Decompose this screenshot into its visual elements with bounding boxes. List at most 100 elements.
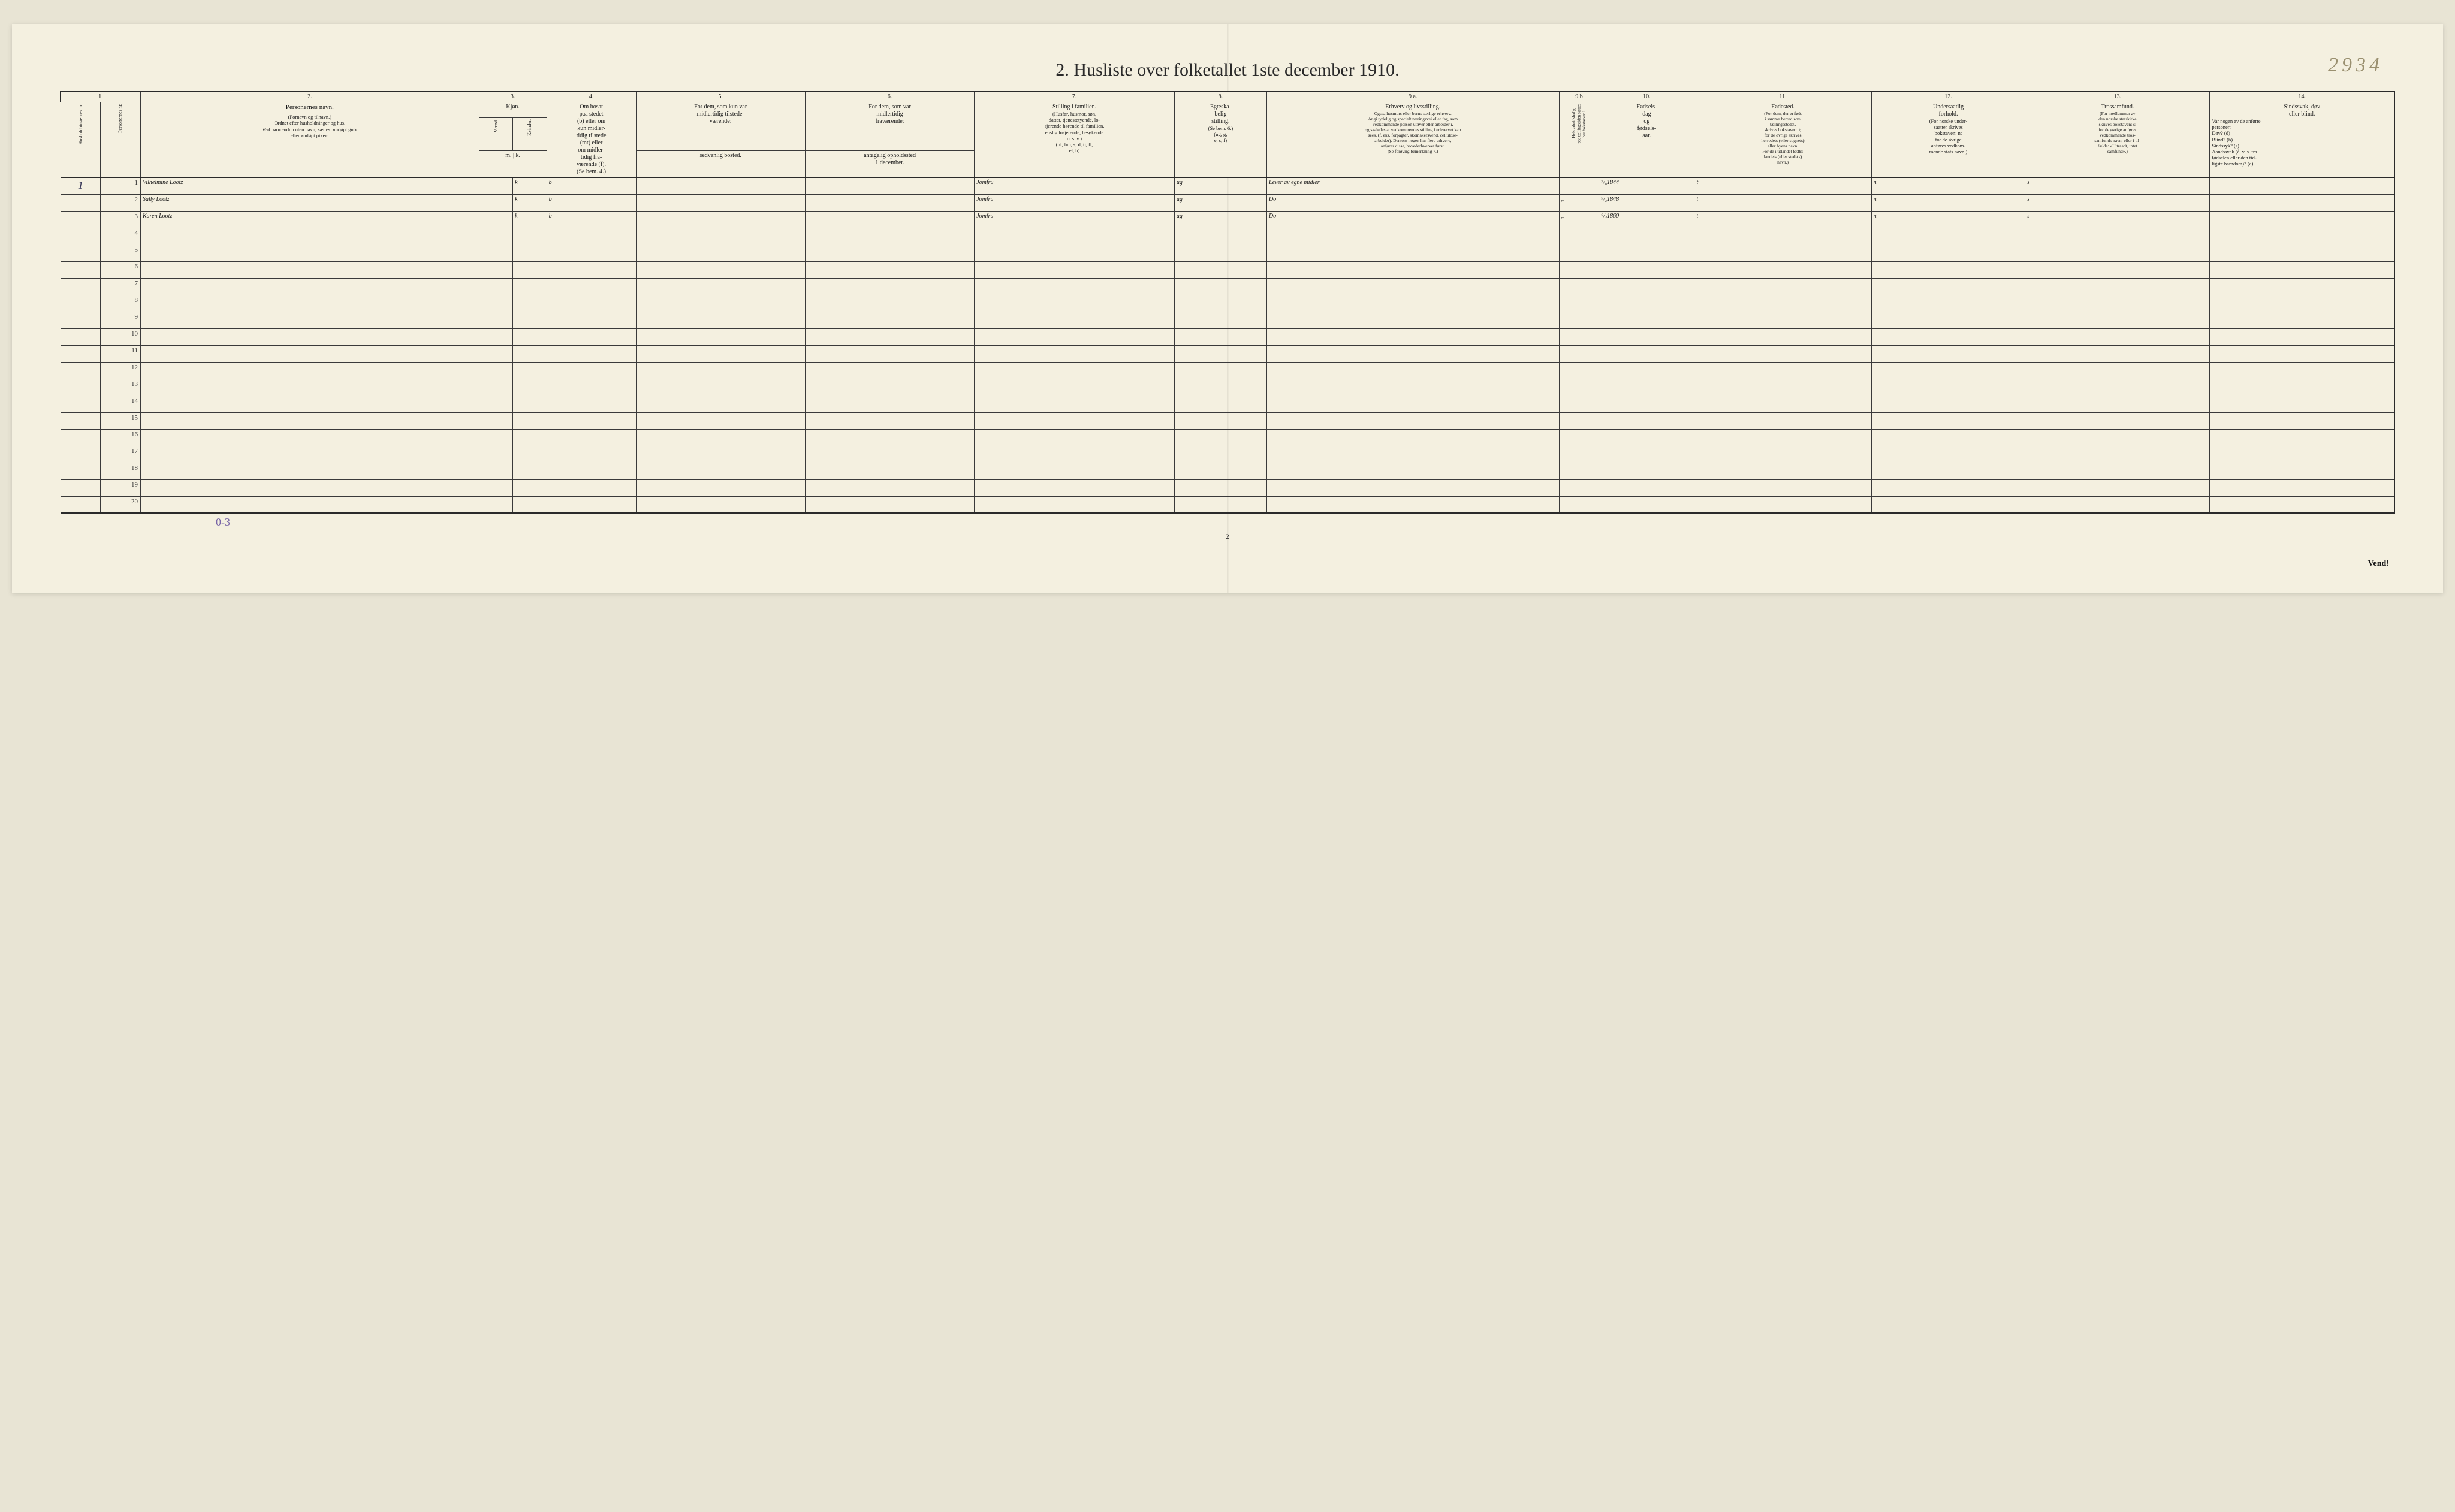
empty-cell [547,463,636,479]
empty-cell [805,312,974,328]
religion: s [2025,194,2210,211]
religion: s [2025,211,2210,228]
name-cell: Vilhelmine Lootz [140,177,479,194]
empty-cell [2025,463,2210,479]
empty-cell [1266,261,1559,278]
sex-k: k [513,211,547,228]
unemployed-mark: „ [1559,194,1599,211]
family-position: Jomfru [975,177,1175,194]
empty-cell [140,295,479,312]
empty-cell [2025,312,2210,328]
empty-cell [636,228,805,245]
empty-cell [2210,479,2394,496]
empty-cell [513,261,547,278]
empty-cell [1599,295,1694,312]
empty-cell [1694,479,1871,496]
empty-cell [547,479,636,496]
hdr-religion-sub: (For medlemmer av den norske statskirke … [2027,111,2207,154]
table-body: 11Vilhelmine LootzkbJomfruugLever av egn… [61,177,2394,513]
empty-cell [805,429,974,446]
empty-cell [1174,362,1266,379]
table-row-empty: 17 [61,446,2394,463]
birth-date: ⁹/₄1860 [1599,211,1694,228]
hdr-household-nr: Husholdningernes nr. [78,104,84,144]
table-row-empty: 18 [61,463,2394,479]
hdr-temp-present: For dem, som kun var midlertidig tilsted… [636,102,805,151]
empty-cell [513,345,547,362]
empty-cell [547,345,636,362]
empty-cell [1599,379,1694,396]
household-nr [61,412,101,429]
empty-cell [1559,479,1599,496]
empty-cell [1266,362,1559,379]
empty-cell [547,396,636,412]
birthplace: t [1694,194,1871,211]
empty-cell [2210,463,2394,479]
empty-cell [1599,245,1694,261]
religion: s [2025,177,2210,194]
empty-cell [975,261,1175,278]
empty-cell [1174,245,1266,261]
hdr-family-pos: Stilling i familien. [976,104,1172,111]
empty-cell [1174,412,1266,429]
person-nr: 8 [101,295,141,312]
person-nr: 9 [101,312,141,328]
person-nr: 2 [101,194,141,211]
empty-cell [2210,278,2394,295]
person-nr: 1 [101,177,141,194]
empty-cell [636,496,805,513]
empty-cell [140,396,479,412]
empty-cell [1266,412,1559,429]
table-row-empty: 5 [61,245,2394,261]
empty-cell [547,245,636,261]
table-row-empty: 9 [61,312,2394,328]
occupation: Do [1266,211,1559,228]
person-nr: 20 [101,496,141,513]
empty-cell [1174,496,1266,513]
column-number: 13. [2025,92,2210,102]
empty-cell [140,228,479,245]
person-nr: 7 [101,278,141,295]
person-nr: 3 [101,211,141,228]
occupation: Lever av egne midler [1266,177,1559,194]
empty-cell [1174,379,1266,396]
penciled-page-number: 2934 [2328,54,2383,77]
empty-cell [805,396,974,412]
empty-cell [1871,295,2025,312]
empty-cell [1694,278,1871,295]
empty-cell [975,429,1175,446]
table-row: 11Vilhelmine LootzkbJomfruugLever av egn… [61,177,2394,194]
empty-cell [1871,429,2025,446]
empty-cell [1694,396,1871,412]
empty-cell [1599,312,1694,328]
empty-cell [2025,446,2210,463]
empty-cell [1559,312,1599,328]
temp-present [636,194,805,211]
infirmity [2210,177,2394,194]
empty-cell [805,412,974,429]
empty-cell [1871,228,2025,245]
empty-cell [1174,429,1266,446]
empty-cell [2210,312,2394,328]
household-nr [61,379,101,396]
empty-cell [975,328,1175,345]
empty-cell [975,245,1175,261]
empty-cell [513,328,547,345]
empty-cell [1559,278,1599,295]
empty-cell [636,446,805,463]
empty-cell [975,463,1175,479]
table-row-empty: 15 [61,412,2394,429]
hdr-occupation-sub: Ogsaa husmors eller barns særlige erhver… [1269,111,1557,154]
empty-cell [140,312,479,328]
empty-cell [547,429,636,446]
empty-cell [1599,278,1694,295]
empty-cell [2025,261,2210,278]
empty-cell [636,463,805,479]
empty-cell [479,278,512,295]
empty-cell [636,328,805,345]
empty-cell [2025,396,2210,412]
family-position: Jomfru [975,211,1175,228]
empty-cell [975,379,1175,396]
birth-date: ⁷/₈1844 [1599,177,1694,194]
table-row: 2Sally LootzkbJomfruugDo„⁹/₃1848tns [61,194,2394,211]
